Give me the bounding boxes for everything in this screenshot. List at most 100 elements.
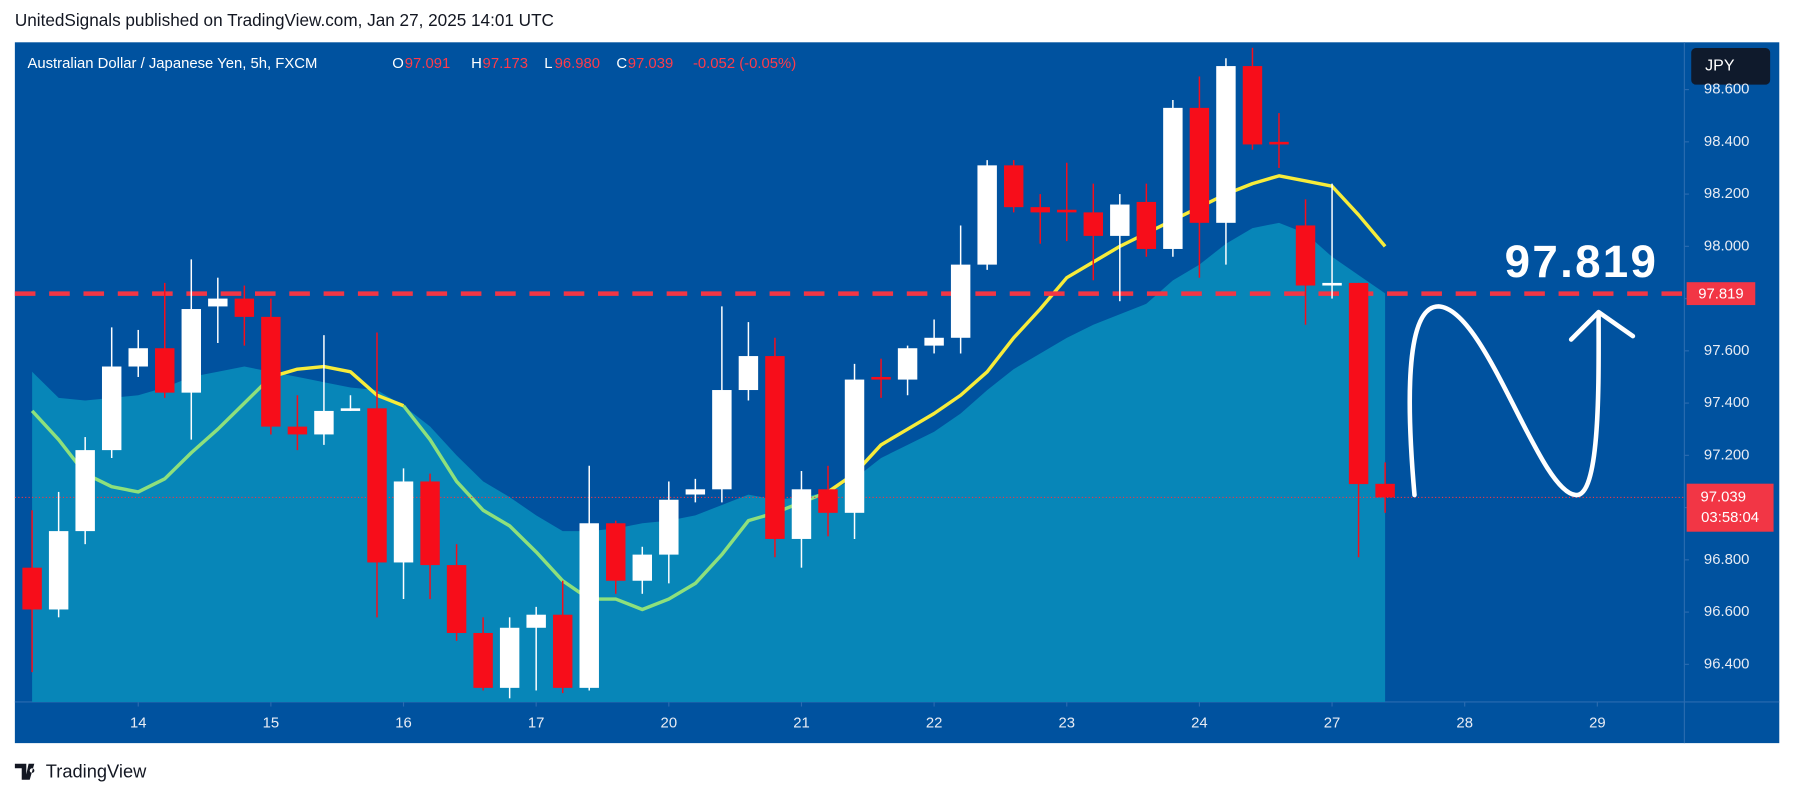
candle-body: [261, 316, 281, 427]
x-tick-label: 23: [1058, 716, 1075, 732]
legend-c: C: [616, 56, 627, 72]
x-tick-label: 29: [1589, 716, 1606, 732]
legend-close: 97.039: [628, 56, 673, 72]
candle-body: [924, 337, 944, 346]
y-tick-label: 98.200: [1704, 186, 1749, 202]
candle-body: [685, 489, 706, 495]
candle-body: [1136, 201, 1157, 249]
ma-line: [270, 174, 1387, 494]
legend-open: 97.091: [405, 56, 450, 72]
level-annotation: 97.819: [1505, 236, 1659, 287]
candle-body: [208, 298, 228, 307]
candle-body: [75, 450, 95, 532]
candle-body: [420, 481, 440, 566]
candle-body: [181, 309, 202, 393]
candle-body: [367, 408, 387, 563]
legend-change: -0.052 (-0.05%): [693, 56, 796, 72]
y-tick-label: 97.200: [1704, 447, 1749, 463]
candle-body: [1375, 483, 1395, 498]
candle-body: [1269, 141, 1289, 145]
candle-body: [1348, 282, 1369, 485]
y-tick-label: 98.400: [1704, 134, 1749, 150]
candle-body: [340, 408, 361, 411]
ma-line: [30, 375, 829, 612]
legend-high: 97.173: [483, 56, 528, 72]
plot: [14, 47, 1685, 702]
candle-body: [526, 614, 546, 628]
candle-body: [1242, 66, 1263, 145]
x-tick-label: 28: [1456, 716, 1473, 732]
candle-body: [1322, 282, 1342, 286]
candle-body: [1189, 107, 1210, 223]
candle-body: [128, 348, 148, 367]
candle-body: [22, 567, 42, 610]
x-tick-label: 15: [263, 716, 280, 732]
candle-body: [1083, 212, 1104, 236]
y-tick-label: 96.400: [1704, 656, 1749, 672]
candle-body: [897, 348, 918, 380]
candle-body: [1030, 207, 1050, 213]
candle-body: [499, 627, 520, 688]
candle-body: [659, 499, 679, 555]
candle-body: [48, 531, 69, 610]
candle-body: [552, 614, 573, 688]
candle-body: [314, 410, 334, 435]
y-tick-label: 97.400: [1704, 395, 1749, 411]
y-tick-label: 98.000: [1704, 238, 1749, 254]
x-tick-label: 21: [793, 716, 810, 732]
candle-body: [446, 565, 467, 633]
overlay: Australian Dollar / Japanese Yen, 5h, FX…: [27, 48, 1771, 498]
candle-body: [1163, 107, 1183, 249]
candle-body: [1216, 66, 1236, 223]
x-tick-label: 24: [1191, 716, 1208, 732]
last-price-label: 97.039: [1701, 489, 1746, 505]
legend-h: H: [471, 56, 482, 72]
y-tick-label: 98.600: [1704, 82, 1749, 98]
level-tag-label: 97.819: [1698, 287, 1743, 303]
candle-body: [1295, 225, 1316, 286]
candle-body: [871, 376, 891, 380]
candle-body: [950, 264, 971, 338]
candle-body: [1110, 204, 1130, 236]
x-tick-label: 22: [926, 716, 943, 732]
brand-logo: TradingView: [14, 761, 147, 782]
candle-body: [393, 481, 414, 563]
currency-button[interactable]: [1691, 48, 1771, 85]
candle-body: [738, 356, 759, 391]
level-tag: [1686, 282, 1756, 306]
brand-name: TradingView: [46, 761, 147, 782]
candle-body: [632, 554, 653, 581]
x-tick-label: 17: [528, 716, 545, 732]
drawn-arrow: [1568, 309, 1636, 342]
publish-line: UnitedSignals published on TradingView.c…: [15, 10, 554, 30]
candle-body: [712, 390, 732, 490]
candle-body: [579, 523, 599, 688]
candle-body: [155, 348, 175, 393]
last-price-tag: [1686, 483, 1774, 532]
candle-body: [1057, 209, 1077, 213]
candle-body: [234, 298, 255, 317]
candle-body: [606, 523, 626, 581]
area: [32, 222, 1386, 702]
y-tick-label: 96.600: [1704, 604, 1749, 620]
x-tick-label: 20: [661, 716, 678, 732]
candle-body: [791, 489, 812, 539]
countdown-label: 03:58:04: [1701, 510, 1759, 526]
legend-o: O: [392, 56, 404, 72]
candle-body: [101, 366, 122, 451]
currency-label[interactable]: JPY: [1705, 58, 1735, 75]
candle-body: [765, 356, 785, 539]
x-tick-label: 16: [395, 716, 412, 732]
candle-body: [473, 632, 493, 688]
drawn-path: [1407, 304, 1601, 498]
candle-body: [287, 426, 308, 435]
y-tick-label: 96.800: [1704, 552, 1749, 568]
x-tick-label: 27: [1324, 716, 1341, 732]
candle-body: [977, 165, 997, 265]
legend-l: L: [544, 56, 552, 72]
legend-low: 96.980: [555, 56, 600, 72]
y-tick-label: 97.600: [1704, 343, 1749, 359]
symbol-title: Australian Dollar / Japanese Yen, 5h, FX…: [27, 56, 317, 72]
candle-body: [1003, 165, 1024, 208]
